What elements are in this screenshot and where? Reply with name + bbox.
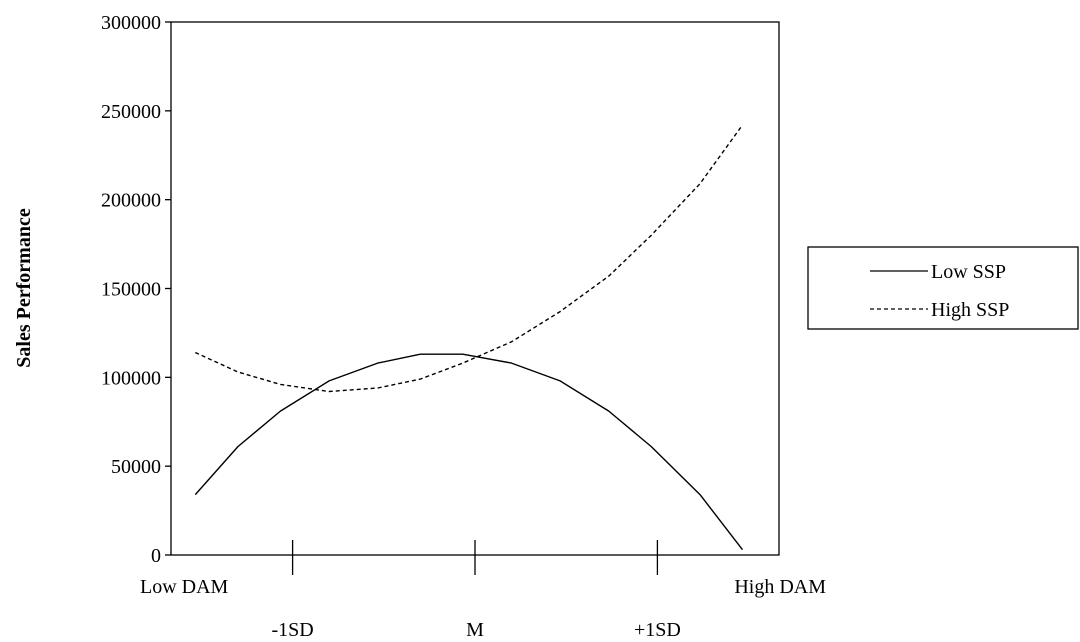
y-axis: 0 50000 100000 150000 200000 250000 300000 [101, 12, 171, 567]
y-tick-label: 200000 [101, 190, 161, 212]
legend-label-high-ssp: High SSP [931, 299, 1009, 321]
x-tick-label: -1SD [271, 619, 313, 641]
legend: Low SSP High SSP [807, 246, 1079, 330]
legend-label-low-ssp: Low SSP [931, 261, 1006, 283]
y-tick-label: 0 [151, 545, 161, 567]
y-tick-label: 300000 [101, 12, 161, 34]
series-line-low-ssp [194, 353, 744, 551]
series-line-high-ssp [195, 124, 744, 393]
y-tick-label: 100000 [101, 367, 161, 389]
plot-area-frame [170, 21, 780, 556]
x-tick-label: +1SD [634, 619, 681, 641]
y-tick-label: 150000 [101, 279, 161, 301]
x-axis: Low DAM High DAM -1SD M +1SD [140, 540, 826, 641]
y-tick-label: 50000 [111, 456, 161, 478]
x-axis-high-label: High DAM [734, 576, 826, 598]
x-axis-low-label: Low DAM [140, 576, 229, 598]
y-tick-label: 250000 [101, 101, 161, 123]
y-axis-title: Sales Performance [13, 208, 35, 368]
x-tick-label: M [466, 619, 484, 641]
legend-box [807, 246, 1079, 330]
series-group [194, 124, 744, 551]
